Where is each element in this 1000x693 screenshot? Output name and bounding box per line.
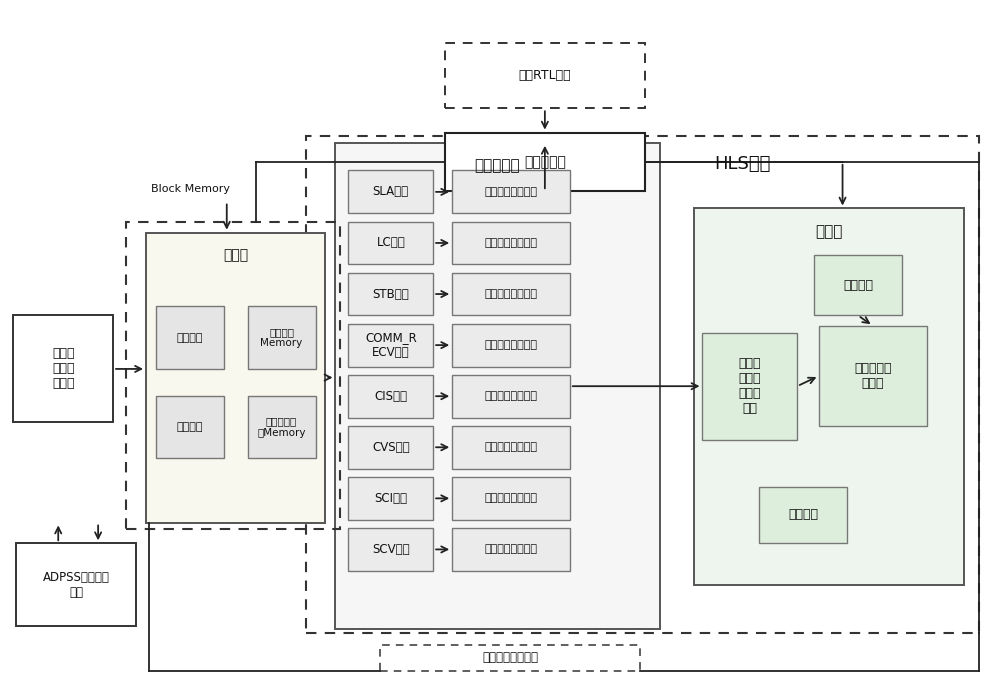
FancyBboxPatch shape	[759, 486, 847, 543]
FancyBboxPatch shape	[248, 396, 316, 458]
Text: 配置信息: 配置信息	[177, 422, 203, 432]
FancyBboxPatch shape	[156, 396, 224, 458]
Text: 计算区: 计算区	[815, 224, 843, 238]
FancyBboxPatch shape	[146, 233, 325, 523]
Text: CIS元件: CIS元件	[374, 389, 407, 403]
Text: 手写RTL设计: 手写RTL设计	[519, 69, 571, 82]
Text: HLS设计: HLS设计	[714, 155, 771, 173]
FancyBboxPatch shape	[452, 375, 570, 418]
FancyBboxPatch shape	[694, 209, 964, 585]
Text: 节点注入电流计算: 节点注入电流计算	[484, 391, 537, 401]
Text: 节点注入电流计算: 节点注入电流计算	[484, 238, 537, 248]
FancyBboxPatch shape	[348, 477, 433, 520]
FancyBboxPatch shape	[452, 528, 570, 571]
FancyBboxPatch shape	[452, 324, 570, 367]
Text: 节点注入电流计算: 节点注入电流计算	[484, 289, 537, 299]
Text: 电路元件区: 电路元件区	[475, 158, 520, 173]
FancyBboxPatch shape	[702, 333, 797, 439]
Text: 节点注入电流计算: 节点注入电流计算	[484, 187, 537, 197]
FancyBboxPatch shape	[452, 426, 570, 468]
Text: 电导矩阵: 电导矩阵	[843, 279, 873, 292]
Text: SCI元件: SCI元件	[374, 492, 407, 505]
Text: 节点注入电流计算: 节点注入电流计算	[484, 340, 537, 350]
Text: Block Memory: Block Memory	[151, 184, 230, 194]
FancyBboxPatch shape	[452, 170, 570, 213]
Text: LC元件: LC元件	[376, 236, 405, 249]
Text: CVS元件: CVS元件	[372, 441, 410, 454]
FancyBboxPatch shape	[335, 143, 660, 629]
Text: SLA元件: SLA元件	[373, 186, 409, 198]
Text: 各元电路元
件Memory: 各元电路元 件Memory	[257, 416, 306, 438]
FancyBboxPatch shape	[348, 170, 433, 213]
FancyBboxPatch shape	[348, 324, 433, 367]
FancyBboxPatch shape	[380, 644, 640, 671]
Text: 开关动作: 开关动作	[788, 509, 818, 521]
FancyBboxPatch shape	[348, 528, 433, 571]
Text: 节点注入电流计算: 节点注入电流计算	[484, 545, 537, 554]
FancyBboxPatch shape	[348, 222, 433, 264]
Text: COMM_R
ECV更新: COMM_R ECV更新	[365, 331, 417, 359]
FancyBboxPatch shape	[248, 306, 316, 369]
Text: 系统控制区: 系统控制区	[524, 155, 566, 169]
FancyBboxPatch shape	[814, 255, 902, 315]
Text: 电导矩阵: 电导矩阵	[177, 333, 203, 342]
Text: SCV元件: SCV元件	[372, 543, 410, 556]
Text: 更新网络节点电压: 更新网络节点电压	[482, 651, 538, 665]
Text: 求解网络节
点电压: 求解网络节 点电压	[854, 362, 892, 390]
FancyBboxPatch shape	[819, 326, 927, 426]
FancyBboxPatch shape	[452, 477, 570, 520]
Text: 节点注入电流计算: 节点注入电流计算	[484, 493, 537, 503]
Text: 电网节点
Memory: 电网节点 Memory	[260, 326, 303, 349]
FancyBboxPatch shape	[452, 222, 570, 264]
FancyBboxPatch shape	[16, 543, 136, 626]
FancyBboxPatch shape	[156, 306, 224, 369]
Text: 读取电
网初始
化信息: 读取电 网初始 化信息	[52, 347, 74, 390]
Text: ADPSS系统数据
交互: ADPSS系统数据 交互	[43, 570, 110, 599]
FancyBboxPatch shape	[348, 375, 433, 418]
Text: 存储区: 存储区	[223, 248, 248, 263]
FancyBboxPatch shape	[13, 315, 113, 423]
FancyBboxPatch shape	[348, 426, 433, 468]
FancyBboxPatch shape	[445, 132, 645, 191]
FancyBboxPatch shape	[348, 272, 433, 315]
FancyBboxPatch shape	[452, 272, 570, 315]
Text: STB元件: STB元件	[372, 288, 409, 301]
Text: 节点注入电流计算: 节点注入电流计算	[484, 442, 537, 453]
Text: 加法树
结构合
并节点
电流: 加法树 结构合 并节点 电流	[739, 357, 761, 415]
